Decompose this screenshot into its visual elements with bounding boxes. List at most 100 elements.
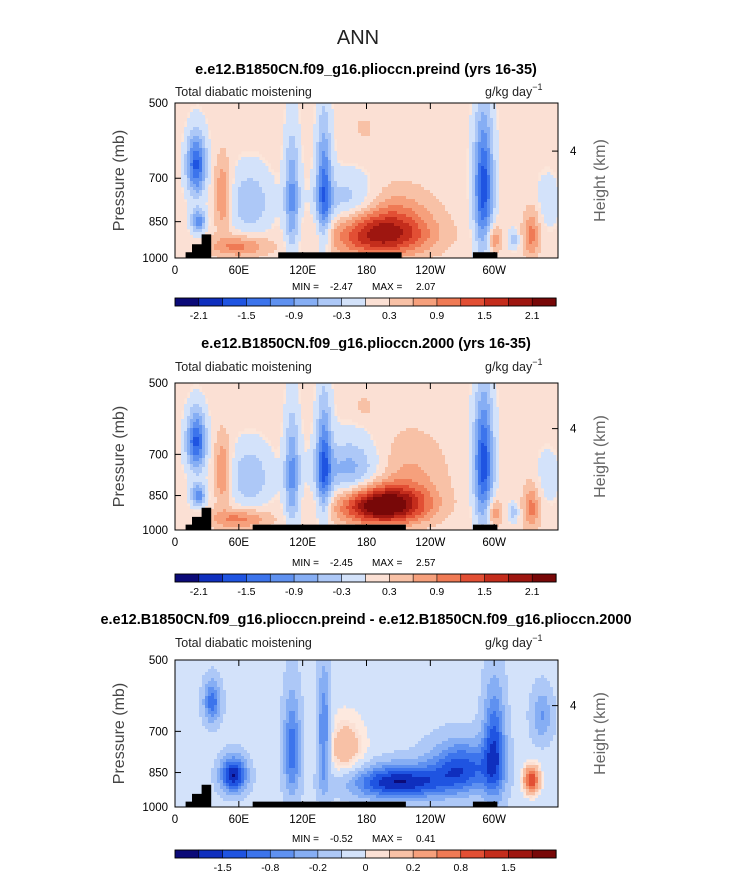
colorbar-swatch (365, 297, 390, 307)
x-tick-label: 180 (357, 537, 376, 549)
colorbar-swatch (412, 297, 438, 307)
colorbar-swatch (484, 297, 509, 307)
x-tick-label: 60E (229, 814, 250, 826)
colorbar-tick-label: 1.5 (477, 310, 492, 322)
colorbar-tick-label: 1.5 (501, 862, 516, 874)
stats-max-label: MAX = (372, 282, 402, 293)
panel-left-label: Total diabatic moistening (175, 636, 312, 650)
colorbar-swatch (484, 849, 509, 859)
y-tick-label: 850 (149, 491, 168, 503)
y-tick-label: 850 (149, 768, 168, 780)
y-right-axis-label: Height (km) (592, 415, 609, 498)
y-axis-label: Pressure (mb) (111, 406, 128, 507)
colorbar-tick-label: 0.3 (382, 586, 397, 598)
panel-units-label: g/kg day−1 (485, 633, 543, 650)
colorbar-swatch (174, 573, 200, 583)
colorbar-tick-label: -2.1 (190, 310, 208, 322)
stats-min-label: MIN = (292, 558, 319, 569)
colorbar-swatch (269, 849, 295, 859)
colorbar-swatch (508, 297, 533, 307)
y-tick-label: 500 (149, 378, 168, 390)
colorbar-swatch (460, 849, 486, 859)
y-tick-label: 850 (149, 217, 168, 229)
colorbar-tick-label: -0.9 (285, 310, 303, 322)
y-right-tick-label: 4 (570, 701, 577, 713)
colorbar-swatch (389, 573, 414, 583)
colorbar-swatch (508, 573, 533, 583)
colorbar-frame (174, 297, 557, 307)
x-tick-label: 0 (172, 537, 178, 549)
colorbar-swatch (317, 849, 343, 859)
colorbar-swatch (269, 297, 295, 307)
panel-3: e.e12.B1850CN.f09_g16.plioccn.preind - e… (100, 612, 631, 874)
y-right-axis-label: Height (km) (592, 139, 609, 222)
x-tick-label: 120E (289, 814, 316, 826)
colorbar-swatch (317, 297, 343, 307)
colorbar-swatch (341, 297, 367, 307)
x-tick-label: 120W (415, 814, 445, 826)
x-tick-label: 120W (415, 265, 445, 277)
colorbar: -2.1 -1.5 -0.9 -0.3 0.3 0.9 1.5 2.1 (174, 573, 557, 598)
colorbar-frame (174, 573, 557, 583)
colorbar-swatch (174, 849, 200, 859)
y-tick-label: 1000 (142, 525, 168, 537)
colorbar-tick-label: 2.1 (525, 310, 540, 322)
colorbar-swatch (389, 849, 414, 859)
colorbar-swatch (436, 573, 462, 583)
land-block (278, 252, 402, 258)
stats-min-label: MIN = (292, 834, 319, 845)
colorbar-tick-label: 0.9 (430, 310, 445, 322)
y-tick-label: 1000 (142, 802, 168, 814)
panel-left-label: Total diabatic moistening (175, 360, 312, 374)
colorbar-swatch (531, 573, 557, 583)
colorbar: -1.5 -0.8 -0.2 0 0.2 0.8 1.5 (174, 849, 557, 874)
colorbar-tick-label: -1.5 (237, 310, 255, 322)
colorbar-tick-label: -0.2 (309, 862, 327, 874)
stats-max-label: MAX = (372, 834, 402, 845)
y-right-tick-label: 4 (570, 146, 577, 158)
colorbar-swatch (508, 849, 533, 859)
colorbar-tick-label: -1.5 (214, 862, 232, 874)
y-tick-label: 500 (149, 655, 168, 667)
colorbar-swatch (222, 849, 248, 859)
panel-title: e.e12.B1850CN.f09_g16.plioccn.preind - e… (100, 612, 631, 628)
colorbar-swatch (269, 573, 295, 583)
colorbar-swatch (436, 297, 462, 307)
colorbar-tick-label: 1.5 (477, 586, 492, 598)
contour-field (175, 383, 558, 530)
stats-min-value: -2.47 (330, 282, 353, 293)
colorbar-swatch (198, 849, 224, 859)
colorbar-tick-label: 0.3 (382, 310, 397, 322)
x-tick-label: 120E (289, 265, 316, 277)
colorbar-swatch (365, 573, 390, 583)
y-axis-label: Pressure (mb) (111, 683, 128, 784)
colorbar-tick-label: 0.9 (430, 586, 445, 598)
stats-max-label: MAX = (372, 558, 402, 569)
stats-min-value: -0.52 (330, 834, 353, 845)
colorbar-swatch (531, 849, 557, 859)
panel-units-label: g/kg day−1 (485, 82, 543, 99)
figure-title: ANN (337, 27, 379, 49)
colorbar-frame (174, 849, 557, 859)
colorbar-swatch (198, 573, 224, 583)
y-tick-label: 700 (149, 726, 168, 738)
x-tick-label: 180 (357, 265, 376, 277)
y-tick-label: 700 (149, 173, 168, 185)
y-axis-label: Pressure (mb) (111, 130, 128, 231)
panel-units-label: g/kg day−1 (485, 357, 543, 374)
stats-max-value: 2.57 (416, 558, 436, 569)
colorbar-swatch (341, 849, 367, 859)
x-tick-label: 60W (482, 537, 506, 549)
colorbar-tick-label: -2.1 (190, 586, 208, 598)
stats-min-label: MIN = (292, 282, 319, 293)
x-tick-label: 120W (415, 537, 445, 549)
x-tick-label: 60E (229, 265, 250, 277)
colorbar-tick-label: -0.3 (333, 586, 351, 598)
x-tick-label: 60W (482, 265, 506, 277)
colorbar-swatch (531, 297, 557, 307)
y-tick-label: 500 (149, 98, 168, 110)
colorbar-tick-label: 0.8 (453, 862, 468, 874)
colorbar-swatch (365, 849, 390, 859)
land-block (252, 524, 406, 530)
